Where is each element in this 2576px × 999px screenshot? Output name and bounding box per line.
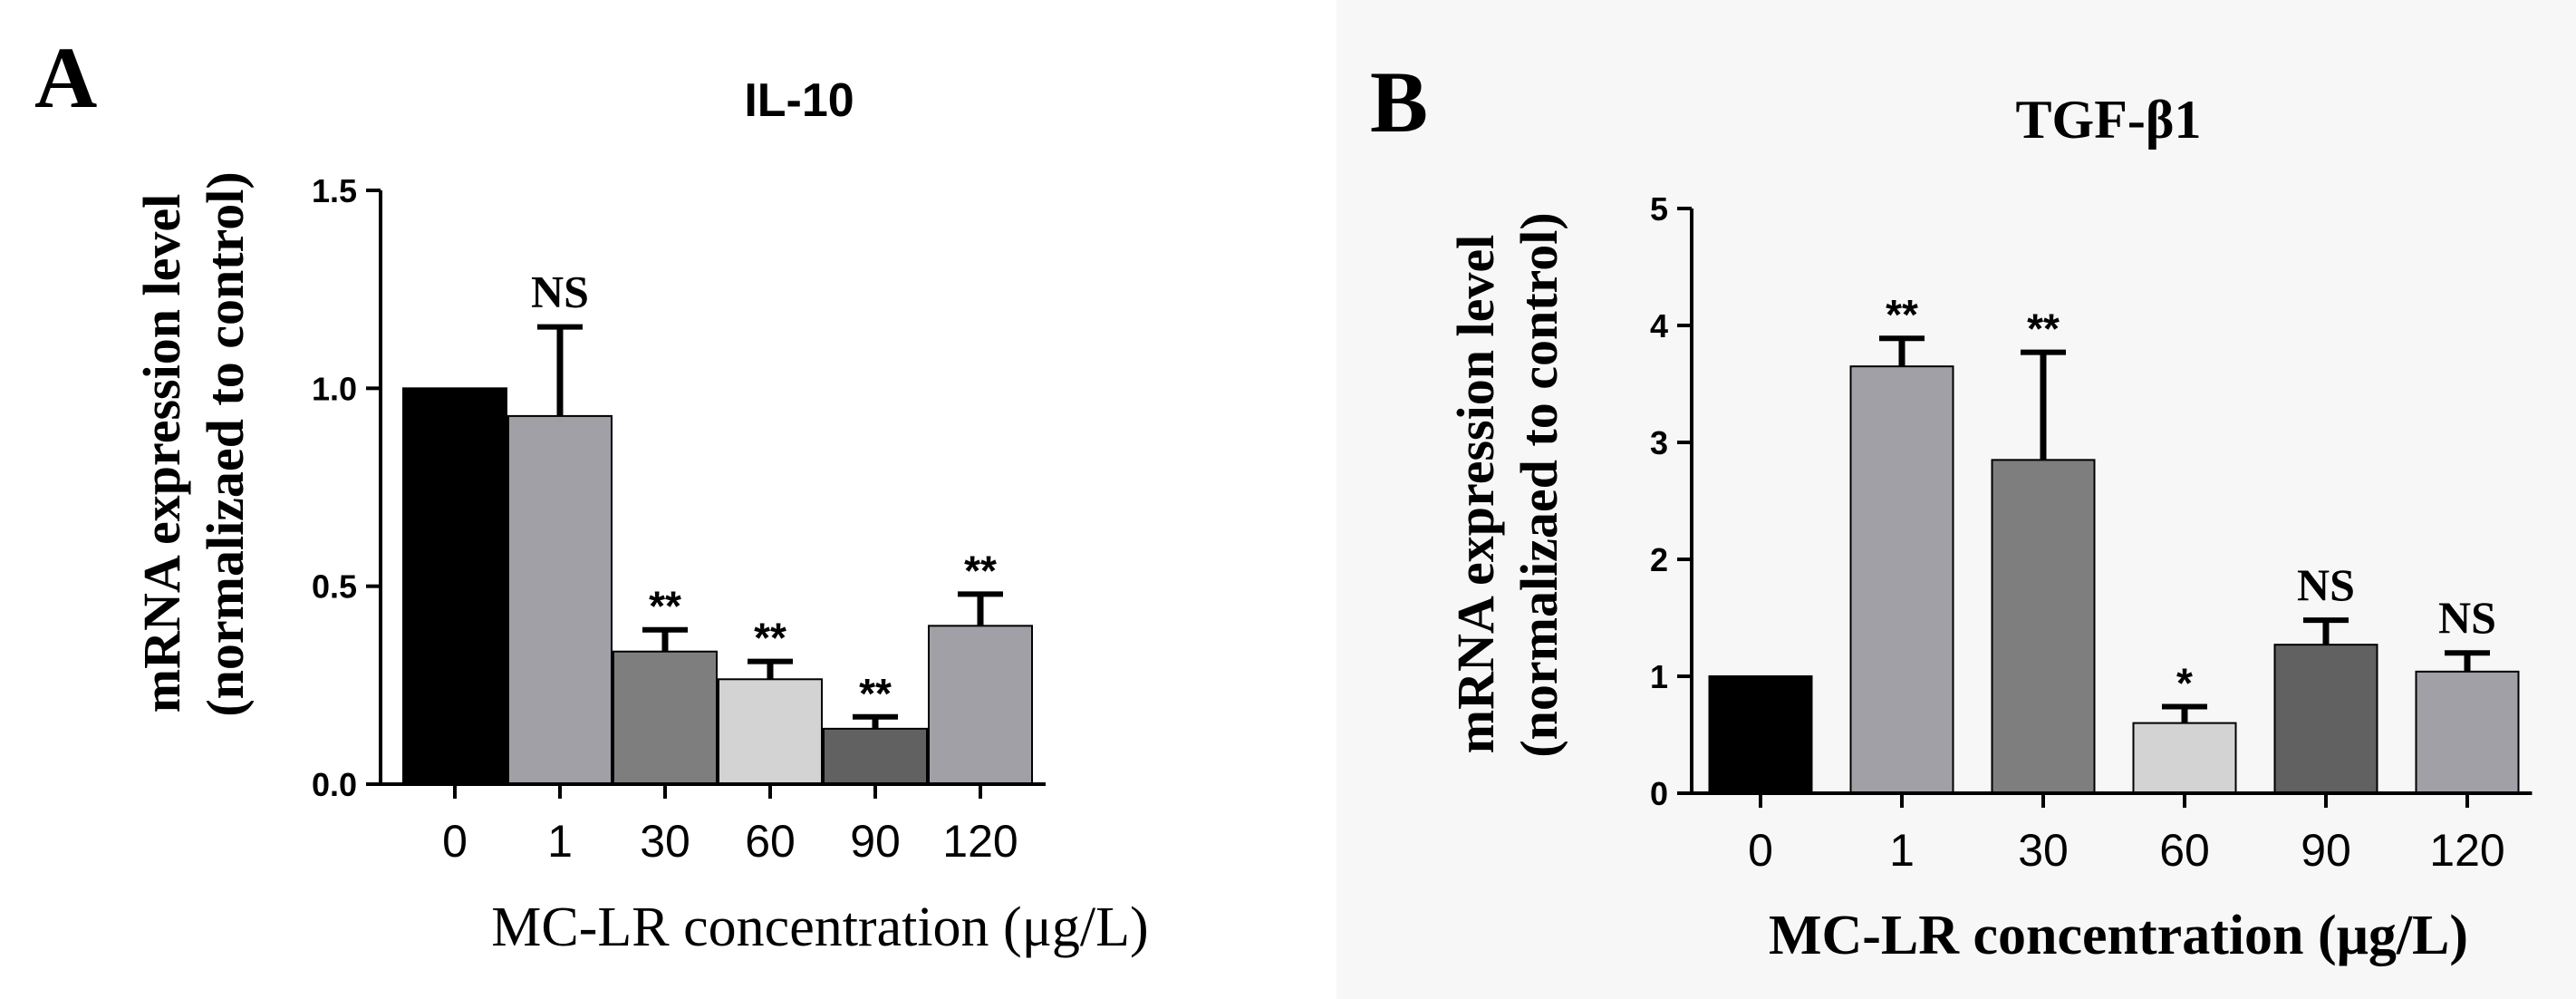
chart-b-xtick-120: 120 — [2429, 825, 2504, 876]
chart-b-xtick-90: 90 — [2301, 825, 2351, 876]
chart-b-title: TGF-β1 — [2016, 90, 2202, 150]
chart-a-significance-1: NS — [531, 267, 589, 317]
chart-b-xlabel: MC-LR concentration (μg/L) — [1769, 905, 2468, 966]
chart-b-significance-1: ** — [1886, 291, 1918, 338]
chart-b-significance-60: * — [2176, 660, 2193, 707]
chart-b-bar-30 — [1991, 459, 2096, 794]
chart-a-xtick-120: 120 — [942, 816, 1018, 867]
chart-b-ytick-label-1: 1 — [1650, 658, 1668, 695]
chart-a-significance-120: ** — [964, 547, 997, 594]
chart-b-significance-120: NS — [2438, 592, 2496, 643]
panel-b-background — [1336, 0, 2576, 999]
chart-b-ytick-label-3: 3 — [1650, 424, 1668, 461]
chart-a-xtick-60: 60 — [745, 816, 796, 867]
panel-letter-b: B — [1370, 53, 1428, 150]
chart-a-bar-0 — [402, 387, 507, 785]
chart-a-significance-90: ** — [859, 670, 892, 717]
chart-b-xtick-1: 1 — [1889, 825, 1915, 876]
chart-b-ytick-label-4: 4 — [1650, 307, 1668, 344]
chart-a-bar-60 — [718, 678, 823, 785]
chart-b-bar-60 — [2132, 722, 2237, 794]
chart-b-xtick-30: 30 — [2018, 825, 2069, 876]
chart-b-ylabel-line1: mRNA expression level — [1446, 235, 1505, 753]
chart-a-plot-area: 0 NS 1 ** 30 ** 60 ** 90 ** 120 0.0 0.5 1.0 1.5 — [312, 172, 1046, 867]
chart-a-xlabel: MC-LR concentration (μg/L) — [491, 897, 1148, 958]
chart-a-ylabel-line1: mRNA expression level — [132, 194, 191, 713]
chart-b-xtick-0: 0 — [1748, 825, 1773, 876]
chart-a-ytick-label-0: 0.0 — [312, 766, 357, 803]
chart-b-ytick-label-5: 5 — [1650, 190, 1668, 228]
chart-a-xtick-30: 30 — [640, 816, 690, 867]
chart-a-ytick-label-3: 1.5 — [312, 172, 357, 209]
chart-a-xtick-0: 0 — [442, 816, 468, 867]
chart-a-bar-120 — [928, 625, 1033, 785]
chart-b-significance-30: ** — [2027, 306, 2060, 353]
chart-a-title: IL-10 — [744, 74, 854, 127]
chart-a-significance-30: ** — [649, 583, 681, 630]
chart-b-ylabel-line2: (normalizaed to control) — [1510, 212, 1568, 757]
panel-b-chart: B TGF-β1 mRNA expression level (normaliz… — [1370, 53, 2533, 966]
chart-b-plot-area: 0 ** 1 ** 30 * 60 NS 90 NS 120 0 1 2 3 4 5 — [1650, 190, 2533, 876]
chart-a-xtick-1: 1 — [547, 816, 573, 867]
chart-b-bar-0 — [1708, 675, 1813, 794]
panel-letter-a: A — [34, 29, 97, 126]
chart-b-bar-120 — [2415, 670, 2520, 795]
chart-b-xtick-60: 60 — [2159, 825, 2210, 876]
panel-a-chart: A IL-10 mRNA expression level (normaliza… — [34, 29, 1149, 958]
chart-a-ylabel-line2: (normalizaed to control) — [196, 171, 255, 716]
chart-b-ytick-label-2: 2 — [1650, 541, 1668, 578]
chart-a-ytick-label-1: 0.5 — [312, 568, 357, 606]
chart-a-ytick-label-2: 1.0 — [312, 370, 357, 407]
chart-b-significance-90: NS — [2297, 559, 2355, 610]
chart-a-xtick-90: 90 — [850, 816, 901, 867]
chart-a-bar-90 — [823, 727, 928, 785]
chart-a-bar-30 — [613, 650, 718, 786]
chart-b-bar-90 — [2273, 644, 2378, 794]
chart-b-bar-1 — [1849, 365, 1954, 794]
chart-a-significance-60: ** — [754, 615, 786, 662]
chart-a-bar-1 — [507, 414, 613, 785]
chart-b-ytick-label-0: 0 — [1650, 775, 1668, 812]
